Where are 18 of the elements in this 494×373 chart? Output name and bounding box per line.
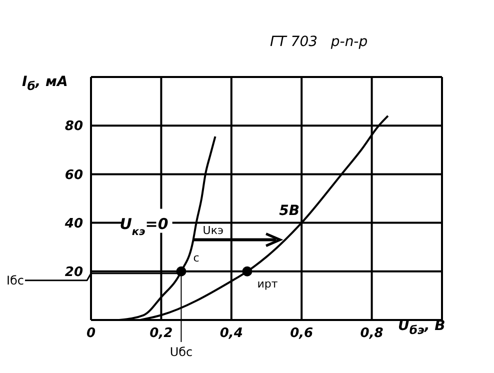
y-tick-label: 40 [64, 216, 83, 232]
y-tick-label: 80 [64, 119, 83, 134]
y-tick-label: 20 [64, 265, 83, 280]
annotation: с [193, 251, 200, 264]
y-axis-title: I$_{б}$, мА [22, 74, 68, 93]
series-label: 5В [279, 202, 300, 219]
annotation: ирт [257, 277, 278, 290]
x-tick-label: 0 [86, 326, 96, 342]
annotation: Uкэ [202, 224, 224, 237]
series-label: U$_{кэ}$=0 [120, 214, 168, 238]
x-tick-label: 0,2 [150, 326, 173, 342]
annotation: Uбс [170, 345, 193, 359]
x-tick-label: 0,4 [220, 326, 243, 342]
y-tick-label: 60 [64, 168, 83, 183]
annotation: Iбс [6, 273, 24, 288]
chart-title: ГТ 703 р-n-р [270, 34, 368, 50]
x-tick-label: 0,8 [360, 326, 384, 342]
x-tick-label: 0,6 [290, 326, 314, 342]
